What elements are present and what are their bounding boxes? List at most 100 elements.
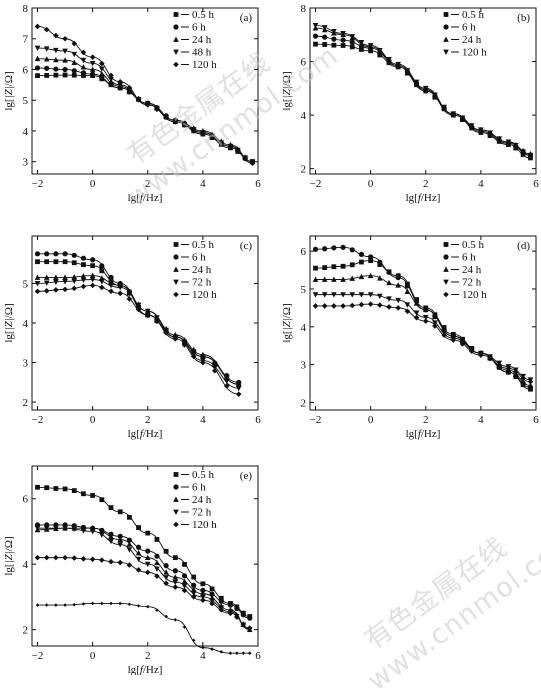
data-point <box>247 651 252 655</box>
legend-entry: 72 h <box>173 507 212 519</box>
data-point <box>527 152 534 159</box>
data-point <box>71 285 78 292</box>
data-point <box>126 291 133 297</box>
data-point <box>126 514 132 520</box>
data-point <box>135 306 142 313</box>
data-point <box>386 279 392 286</box>
data-point <box>34 23 41 30</box>
series-unnamed <box>35 601 252 655</box>
data-point <box>34 251 41 257</box>
data-point <box>349 34 356 40</box>
data-point <box>99 557 105 563</box>
data-point <box>99 263 105 269</box>
y-tick-label: 6 <box>301 246 307 258</box>
plot-frame <box>309 7 537 175</box>
panel-label: (b) <box>517 12 530 24</box>
data-point <box>154 566 160 572</box>
legend-marker <box>443 279 449 285</box>
x-tick-label: −2 <box>32 650 44 662</box>
data-point <box>331 42 337 48</box>
data-point <box>53 486 59 491</box>
data-point <box>331 303 337 309</box>
legend-entry: 120 h <box>443 289 487 301</box>
data-point <box>432 313 438 320</box>
data-point <box>235 385 242 392</box>
data-point <box>127 602 132 607</box>
y-tick-label: 7 <box>23 34 29 46</box>
legend-label: 24 h <box>462 264 482 276</box>
data-point <box>181 578 188 584</box>
data-point <box>155 608 159 612</box>
legend-label: 0.5 h <box>192 239 215 251</box>
x-tick-label: 4 <box>200 414 206 426</box>
data-point <box>200 351 206 358</box>
data-point <box>242 156 248 162</box>
data-point <box>240 612 246 618</box>
data-point <box>163 580 169 587</box>
data-point <box>80 273 87 279</box>
data-point <box>89 54 96 60</box>
legend-label: 24 h <box>192 34 212 46</box>
legend-marker <box>443 242 449 247</box>
data-point <box>62 48 68 55</box>
data-point <box>200 131 206 137</box>
data-point <box>313 41 318 47</box>
data-point <box>80 255 87 261</box>
data-point <box>505 365 512 372</box>
data-point <box>358 251 365 257</box>
series-line <box>37 557 250 629</box>
data-point <box>81 262 86 268</box>
data-point <box>71 278 78 284</box>
series-line <box>315 260 531 390</box>
data-point <box>441 332 447 338</box>
data-point <box>63 603 67 607</box>
y-tick-label: 3 <box>23 157 29 169</box>
data-point <box>53 287 59 293</box>
data-point <box>368 258 374 263</box>
legend-label: 6 h <box>192 22 206 34</box>
data-point <box>321 303 328 309</box>
legend-entry: 0.5 h <box>443 9 485 21</box>
data-point <box>80 528 87 534</box>
data-point <box>182 625 187 629</box>
data-point <box>72 602 77 607</box>
data-point <box>144 308 151 315</box>
x-tick-label: 2 <box>423 414 429 426</box>
x-axis-label: lg[f/Hz] <box>128 428 163 440</box>
data-point <box>212 359 218 365</box>
legend-entry: 6 h <box>443 22 476 34</box>
legend-entry: 120 h <box>173 519 217 531</box>
data-point <box>144 102 151 108</box>
series-line <box>37 527 250 631</box>
data-point <box>71 252 77 258</box>
data-point <box>413 314 420 321</box>
data-point <box>34 281 41 287</box>
series-24h <box>312 272 534 388</box>
legend-entry: 24 h <box>173 264 212 276</box>
data-point <box>200 587 206 593</box>
legend-entry: 120 h <box>173 289 217 301</box>
data-point <box>35 73 40 79</box>
x-tick-label: 4 <box>200 178 206 190</box>
data-point <box>34 274 41 280</box>
y-axis-label: lg[|Z|/Ω] <box>281 71 293 110</box>
legend-marker <box>173 484 179 490</box>
series-line <box>37 486 250 617</box>
data-point <box>386 56 392 63</box>
data-point <box>331 245 337 251</box>
data-point <box>249 160 256 167</box>
panel-label: (d) <box>517 240 530 252</box>
data-point <box>117 509 123 515</box>
y-tick-label: 8 <box>301 3 307 15</box>
data-point <box>404 302 411 308</box>
y-tick-label: 4 <box>23 559 29 571</box>
series-0.5h <box>313 258 533 392</box>
data-point <box>154 573 160 579</box>
legend-label: 120 h <box>462 289 487 301</box>
data-point <box>235 381 242 387</box>
data-point <box>62 35 68 42</box>
data-point <box>90 71 96 77</box>
y-axis-label: lg[|Z|/Ω] <box>3 536 15 575</box>
legend-marker <box>173 242 179 247</box>
